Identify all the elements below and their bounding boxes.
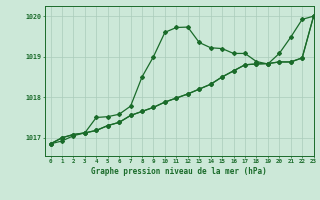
X-axis label: Graphe pression niveau de la mer (hPa): Graphe pression niveau de la mer (hPa): [91, 167, 267, 176]
